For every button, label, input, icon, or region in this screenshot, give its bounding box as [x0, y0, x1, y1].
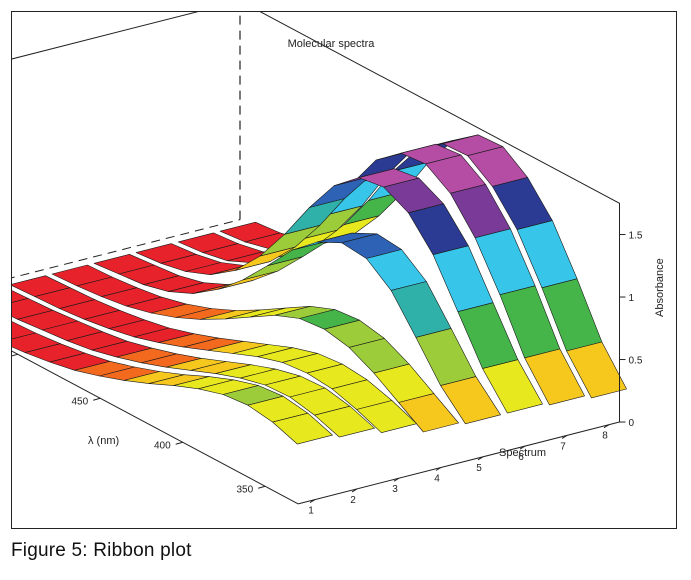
- absorbance-tick-label: 0.5: [629, 356, 643, 367]
- ribbon-segment: [398, 393, 459, 433]
- wavelength-tick: [175, 441, 183, 445]
- spectrum-tick: [477, 456, 484, 461]
- ribbon-spectrum-7: [177, 143, 585, 406]
- figure-caption: Figure 5: Ribbon plot: [11, 540, 192, 561]
- box-hidden-base-edge: [12, 219, 241, 279]
- ribbon-surfaces: [12, 134, 627, 445]
- spectrum-tick: [561, 434, 568, 439]
- wavelength-tick-label: 350: [237, 484, 254, 495]
- wavelength-tick-label: 400: [154, 440, 171, 451]
- spectrum-tick: [309, 499, 316, 504]
- ribbon-segment: [356, 400, 417, 434]
- spectrum-tick: [519, 445, 526, 450]
- wavelength-axis-label: λ (nm): [88, 435, 119, 447]
- spectrum-tick-label: 7: [560, 441, 566, 452]
- spectrum-tick-label: 8: [602, 431, 608, 442]
- absorbance-tick-label: 1: [629, 293, 635, 304]
- ribbon-spectrum-3: [12, 275, 417, 434]
- ribbon-segment: [390, 281, 452, 338]
- ribbon-segment: [566, 341, 627, 399]
- chart-frame: 1234567835040045050055000.511.5 Molecula…: [11, 11, 677, 529]
- spectrum-tick: [435, 467, 442, 471]
- ribbon-spectrum-2: [12, 290, 375, 438]
- ribbon-spectrum-6: [135, 168, 543, 414]
- absorbance-axis-label: Absorbance: [654, 258, 666, 317]
- ribbon-plot: 1234567835040045050055000.511.5 Molecula…: [12, 12, 666, 517]
- ribbon-segment: [217, 270, 279, 290]
- ribbon-segment: [408, 203, 469, 255]
- wavelength-axis-line: [12, 350, 299, 505]
- ribbon-segment: [272, 412, 333, 445]
- ribbon-spectrum-1: [12, 321, 333, 445]
- spectrum-tick-label: 3: [392, 484, 398, 495]
- spectrum-tick-label: 6: [518, 452, 524, 463]
- wavelength-tick: [93, 397, 101, 401]
- ribbon-segment: [482, 359, 543, 414]
- axes-front: 1234567835040045050055000.511.5: [12, 203, 643, 517]
- spectrum-tick: [351, 488, 358, 493]
- spectrum-tick-label: 4: [434, 474, 440, 485]
- spectrum-tick-label: 1: [308, 506, 314, 517]
- spectrum-tick: [393, 477, 400, 482]
- absorbance-tick-label: 0: [629, 418, 635, 429]
- spectrum-tick: [603, 424, 610, 429]
- wavelength-tick: [12, 353, 18, 357]
- chart-title: Molecular spectra: [288, 38, 376, 50]
- ribbon-segment: [314, 405, 375, 438]
- ribbon-segment: [440, 376, 501, 425]
- wavelength-tick: [258, 485, 266, 489]
- wavelength-tick-label: 450: [72, 396, 89, 407]
- spectrum-axis-label: Spectrum: [499, 447, 546, 459]
- spectrum-tick-label: 2: [350, 495, 356, 506]
- ribbon-segment: [524, 348, 585, 406]
- absorbance-tick-label: 1.5: [629, 231, 643, 242]
- spectrum-tick-label: 5: [476, 463, 482, 474]
- ribbon-spectrum-5: [93, 232, 501, 425]
- ribbon-spectrum-4: [51, 264, 459, 433]
- ribbon-segment: [415, 328, 477, 386]
